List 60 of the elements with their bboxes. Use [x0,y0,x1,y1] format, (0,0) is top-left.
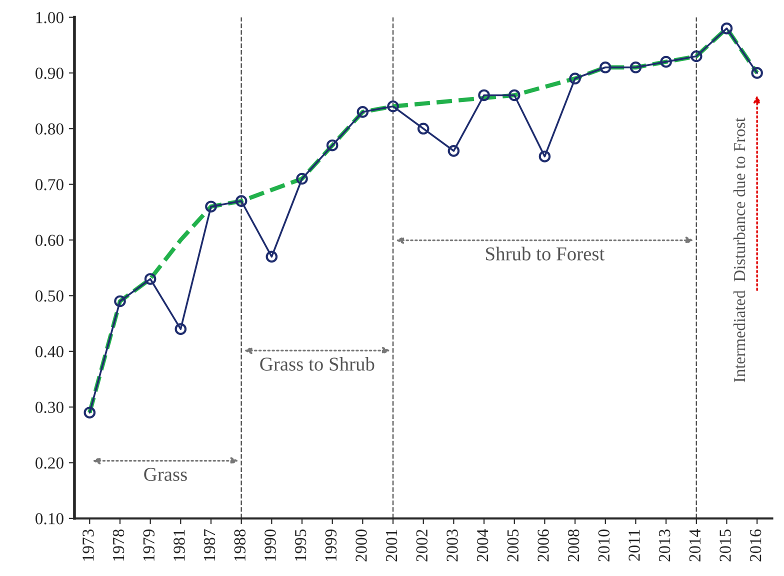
point [508,89,520,102]
y-tick-label: 0.70 [36,179,64,190]
y-tick-label: 0.20 [36,457,64,469]
point [599,61,612,74]
annotation: Grass [144,468,187,481]
y-tick-label: 0.40 [36,346,64,358]
y-tick-label: 0.10 [36,513,64,524]
point [630,61,642,74]
x-tick-label: 2016 [750,529,762,562]
x-tick-label: 1990 [264,529,276,561]
x-tick-label: 2008 [568,529,580,562]
x-tick-label: 2006 [538,529,549,562]
x-tick-label: 2004 [476,529,488,562]
x-tick-label: 2000 [356,529,367,562]
point [235,195,248,207]
point [478,89,490,102]
x-tick-label: 1973 [82,529,94,561]
x-tick-label: 2001 [386,530,398,562]
point [660,56,672,68]
x-tick-label: 2015 [720,529,731,562]
x-tick-label: 2011 [628,530,640,561]
x-tick-label: 2010 [598,529,610,562]
annotation: Grass to Shrub [260,357,374,371]
y-tick-label: 1.00 [36,12,64,24]
annotation: Intermediated Disturbance due to Frost [733,118,746,382]
point [266,250,278,263]
x-tick-label: 2003 [446,529,458,562]
point [720,22,733,34]
y-tick-label: 0.60 [36,234,64,246]
point [569,72,581,84]
x-tick-label: 1981 [174,530,185,561]
point [448,145,460,157]
x-tick-label: 2013 [658,529,670,562]
x-tick-label: 1987 [204,529,216,561]
point [690,50,702,62]
x-tick-label: 1999 [325,530,337,561]
x-tick-label: 1979 [143,530,154,561]
point [751,67,763,79]
y-tick-label: 0.30 [36,402,64,414]
point [356,106,369,118]
y-tick-label: 0.90 [36,68,64,79]
x-tick-label: 2014 [689,529,701,562]
x-tick-label: 2002 [416,530,428,562]
point [538,150,551,162]
y-tick-label: 0.50 [36,290,64,302]
y-tick-label: 0.80 [36,123,64,135]
x-tick-label: 2005 [507,529,519,562]
point [174,323,187,335]
point [84,406,96,419]
point [417,122,430,135]
point [296,172,308,185]
x-tick-label: 1978 [112,529,124,561]
point [205,200,217,212]
point [144,273,156,285]
x-tick-label: 1995 [294,529,306,561]
x-tick-label: 1988 [234,529,246,561]
point [387,100,399,112]
annotation: Shrub to Forest [486,246,605,260]
point [326,139,338,152]
point [114,295,126,308]
